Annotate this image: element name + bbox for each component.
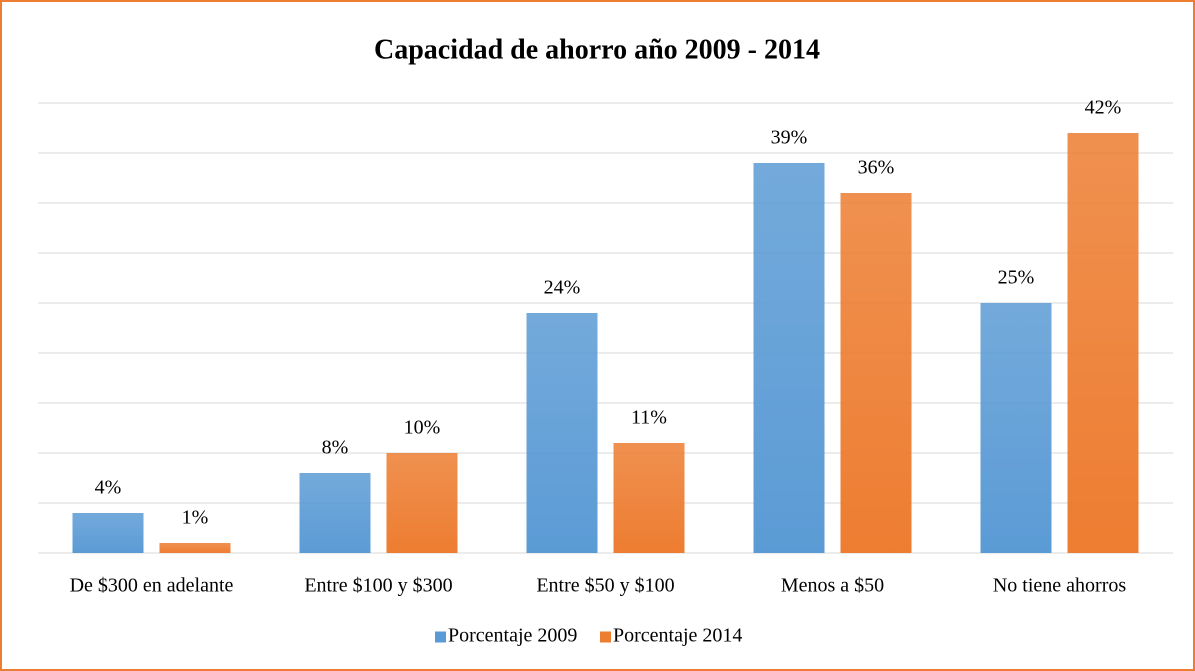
legend-label: Porcentaje 2009 [448,625,577,647]
x-tick-label: No tiene ahorros [993,575,1127,597]
value-label: 25% [998,267,1035,289]
bar [1067,133,1139,553]
legend-swatch [435,631,446,643]
bar [980,303,1052,553]
bar [526,313,598,553]
value-label: 11% [631,407,667,429]
value-label: 10% [404,417,441,439]
value-label: 24% [544,277,581,299]
x-tick-label: Menos a $50 [781,575,884,597]
legend-label: Porcentaje 2014 [613,625,742,647]
value-label: 39% [771,127,808,149]
value-label: 4% [95,477,122,499]
chart-title: Capacidad de ahorro año 2009 - 2014 [374,34,820,65]
bar [840,193,912,553]
x-tick-label: De $300 en adelante [70,575,234,597]
value-label: 36% [858,157,895,179]
value-label: 8% [322,437,349,459]
bar [72,513,144,553]
legend-swatch [600,631,611,643]
bar [613,443,685,553]
bar [753,163,825,553]
value-label: 1% [182,507,209,529]
value-label: 42% [1085,97,1122,119]
bar [159,543,231,553]
bar [386,453,458,553]
x-tick-label: Entre $50 y $100 [536,575,674,597]
bar [299,473,371,553]
x-tick-label: Entre $100 y $300 [304,575,452,597]
